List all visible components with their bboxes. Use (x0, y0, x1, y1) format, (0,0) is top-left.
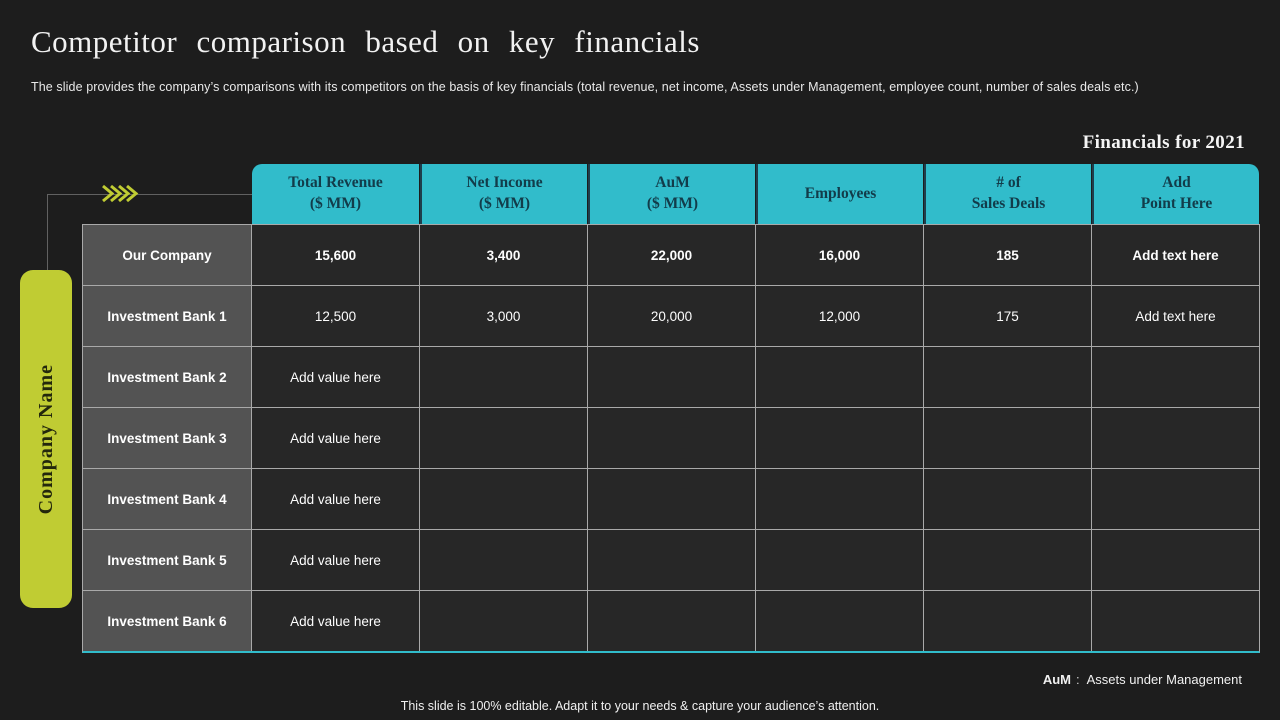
row-header-investment-bank-1: Investment Bank 1 (83, 286, 251, 346)
table-cell-placeholder[interactable]: Add value here (252, 469, 419, 529)
row-header-investment-bank-3: Investment Bank 3 (83, 408, 251, 468)
table-cell (588, 530, 755, 590)
row-header-our-company: Our Company (83, 225, 251, 285)
table-cell (924, 530, 1091, 590)
table-cell: 12,000 (756, 286, 923, 346)
table-cell: 3,400 (420, 225, 587, 285)
table-cell (420, 408, 587, 468)
table-cell (924, 469, 1091, 529)
table-cell-placeholder[interactable]: Add text here (1092, 286, 1259, 346)
aum-footnote: AuM: Assets under Management (1043, 672, 1242, 687)
table-cell: 20,000 (588, 286, 755, 346)
table-cell: 175 (924, 286, 1091, 346)
table-cell (420, 530, 587, 590)
table-cell-placeholder[interactable]: Add value here (252, 408, 419, 468)
table-cell (756, 530, 923, 590)
table-cell: 185 (924, 225, 1091, 285)
chevron-arrows-icon (102, 184, 139, 203)
editable-note: This slide is 100% editable. Adapt it to… (400, 699, 880, 713)
column-header-sales-deals: # of Sales Deals (924, 164, 1091, 224)
table-cell-placeholder[interactable]: Add value here (252, 530, 419, 590)
table-cell (756, 591, 923, 651)
company-name-axis-label: Company Name (20, 270, 72, 608)
table-cell (1092, 347, 1259, 407)
aum-footnote-definition: Assets under Management (1086, 672, 1242, 687)
table-cell (756, 347, 923, 407)
table-cell (924, 408, 1091, 468)
table-cell (924, 591, 1091, 651)
table-cell (1092, 591, 1259, 651)
table-cell (1092, 408, 1259, 468)
table-cell (756, 469, 923, 529)
column-header-total-revenue: Total Revenue ($ MM) (252, 164, 419, 224)
column-header-add-point-placeholder[interactable]: Add Point Here (1092, 164, 1259, 224)
column-header-employees: Employees (756, 164, 923, 224)
table-cell (756, 408, 923, 468)
table-cell (588, 347, 755, 407)
table-cell (588, 408, 755, 468)
row-header-investment-bank-6: Investment Bank 6 (83, 591, 251, 651)
table-cell (924, 347, 1091, 407)
table-cell: 22,000 (588, 225, 755, 285)
row-header-investment-bank-5: Investment Bank 5 (83, 530, 251, 590)
column-header-net-income: Net Income ($ MM) (420, 164, 587, 224)
table-cell (420, 591, 587, 651)
connector-line-vertical (47, 194, 48, 271)
table-cell: 15,600 (252, 225, 419, 285)
table-cell (588, 469, 755, 529)
table-cell (420, 469, 587, 529)
table-header-row: Total Revenue ($ MM) Net Income ($ MM) A… (252, 164, 1259, 224)
comparison-table: Our Company 15,600 3,400 22,000 16,000 1… (82, 224, 1260, 653)
table-cell (1092, 530, 1259, 590)
table-cell-placeholder[interactable]: Add value here (252, 591, 419, 651)
table-cell: 3,000 (420, 286, 587, 346)
section-heading-financials: Financials for 2021 (1082, 132, 1245, 153)
table-cell (1092, 469, 1259, 529)
row-header-investment-bank-2: Investment Bank 2 (83, 347, 251, 407)
column-header-aum: AuM ($ MM) (588, 164, 755, 224)
table-cell (420, 347, 587, 407)
page-title: Competitor comparison based on key finan… (31, 24, 700, 59)
table-cell-placeholder[interactable]: Add value here (252, 347, 419, 407)
connector-line-horizontal (47, 194, 252, 195)
table-cell-placeholder[interactable]: Add text here (1092, 225, 1259, 285)
slide-subtitle: The slide provides the company’s compari… (31, 80, 1139, 94)
row-header-investment-bank-4: Investment Bank 4 (83, 469, 251, 529)
company-name-axis-text: Company Name (34, 363, 57, 515)
table-cell: 16,000 (756, 225, 923, 285)
table-cell: 12,500 (252, 286, 419, 346)
aum-footnote-term: AuM (1042, 672, 1071, 687)
table-cell (588, 591, 755, 651)
aum-footnote-separator: : (1076, 672, 1080, 687)
